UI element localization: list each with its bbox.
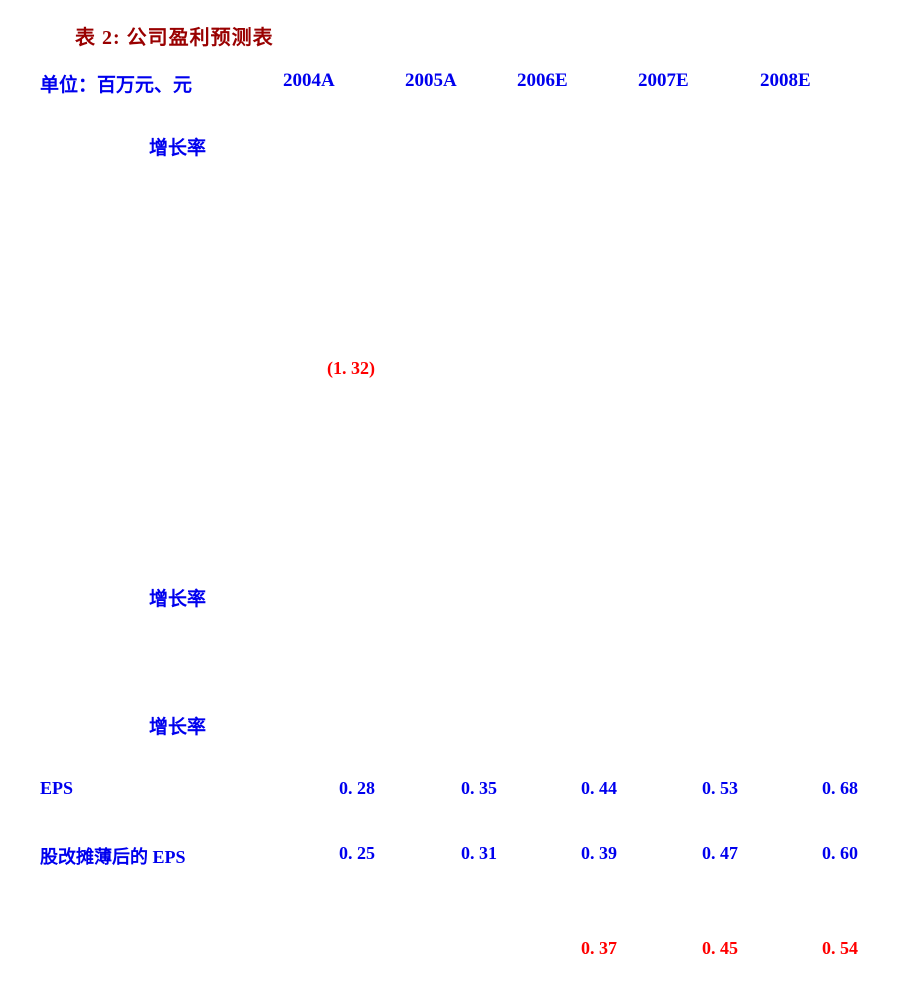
cell-diluted-eps-2006e: 0. 39 — [581, 843, 617, 863]
row-label-diluted-eps: 股改摊薄后的 EPS — [40, 847, 186, 867]
cell-diluted-eps-2008e: 0. 60 — [822, 843, 858, 863]
column-header-2006e: 2006E — [517, 70, 568, 91]
column-header-2004a: 2004A — [283, 70, 335, 91]
row-label-growth-rate-1: 增长率 — [149, 138, 207, 159]
cell-eps-2008e: 0. 68 — [822, 778, 858, 798]
row-label-growth-rate-3: 增长率 — [149, 717, 207, 738]
unit-label: 单位：百万元、元 — [40, 75, 193, 96]
cell-eps-2007e: 0. 53 — [702, 778, 738, 798]
cell-red-2008e: 0. 54 — [822, 938, 858, 958]
cell-eps-2005a: 0. 35 — [461, 778, 497, 798]
cell-red-2007e: 0. 45 — [702, 938, 738, 958]
column-header-2008e: 2008E — [760, 70, 811, 91]
row-label-growth-rate-2: 增长率 — [149, 589, 207, 610]
cell-diluted-eps-2005a: 0. 31 — [461, 843, 497, 863]
cell-eps-2004a: 0. 28 — [339, 778, 375, 798]
row-label-eps: EPS — [40, 778, 74, 798]
cell-red-2006e: 0. 37 — [581, 938, 617, 958]
cell-diluted-eps-2007e: 0. 47 — [702, 843, 738, 863]
cell-paren-value-2004a: (1. 32) — [327, 358, 375, 378]
column-header-2005a: 2005A — [405, 70, 457, 91]
column-header-2007e: 2007E — [638, 70, 689, 91]
table-title: 表 2: 公司盈利预测表 — [75, 27, 274, 49]
cell-diluted-eps-2004a: 0. 25 — [339, 843, 375, 863]
cell-eps-2006e: 0. 44 — [581, 778, 617, 798]
